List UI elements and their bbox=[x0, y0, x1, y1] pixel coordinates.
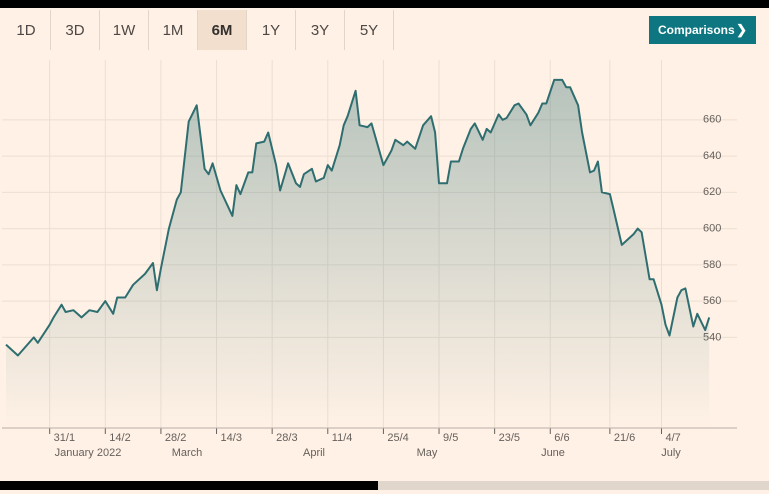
x-tick-label: 25/4 bbox=[387, 432, 408, 444]
range-tabs: 1D 3D 1W 1M 6M 1Y 3Y 5Y bbox=[2, 10, 394, 50]
month-label: June bbox=[541, 447, 565, 459]
x-tick-label: 28/2 bbox=[165, 432, 186, 444]
chevron: ❯ bbox=[736, 22, 747, 37]
x-tick-label: 6/6 bbox=[554, 432, 569, 444]
y-tick-label: 640 bbox=[703, 150, 721, 162]
area bbox=[6, 79, 710, 429]
month-label: April bbox=[303, 447, 325, 459]
month-label: January 2022 bbox=[55, 447, 122, 459]
y-tick-label: 560 bbox=[703, 295, 721, 307]
x-tick-label: 9/5 bbox=[443, 432, 458, 444]
y-tick-label: 660 bbox=[703, 114, 721, 126]
month-label: July bbox=[661, 447, 681, 459]
range-tab[interactable]: 1Y bbox=[247, 10, 296, 50]
range-tab[interactable]: 1W bbox=[100, 10, 149, 50]
range-tab[interactable]: 6M bbox=[198, 10, 247, 50]
scroll-track bbox=[0, 481, 769, 490]
x-tick-label: 28/3 bbox=[276, 432, 297, 444]
price-line bbox=[5, 78, 711, 357]
y-tick-label: 600 bbox=[703, 222, 721, 234]
x-tick-label: 21/6 bbox=[614, 432, 635, 444]
month-label: May bbox=[417, 447, 438, 459]
top-bar bbox=[0, 0, 769, 8]
x-tick-label: 14/2 bbox=[109, 432, 130, 444]
comparisons-button[interactable]: Comparisons ❯ bbox=[649, 16, 756, 44]
range-tab[interactable]: 3D bbox=[51, 10, 100, 50]
x-tick-label: 4/7 bbox=[666, 432, 681, 444]
x-tick-label: 31/1 bbox=[54, 432, 75, 444]
button-label: Comparisons bbox=[658, 23, 735, 37]
month-label: March bbox=[172, 447, 203, 459]
x-tick-label: 14/3 bbox=[221, 432, 242, 444]
x-tick-label: 23/5 bbox=[499, 432, 520, 444]
range-tab[interactable]: 5Y bbox=[345, 10, 394, 50]
x-tick-label: 11/4 bbox=[332, 432, 353, 444]
scroll-thumb[interactable] bbox=[0, 481, 378, 490]
range-tab[interactable]: 1D bbox=[2, 10, 51, 50]
y-tick-label: 620 bbox=[703, 186, 721, 198]
range-tab[interactable]: 1M bbox=[149, 10, 198, 50]
range-tab[interactable]: 3Y bbox=[296, 10, 345, 50]
y-tick-label: 580 bbox=[703, 259, 721, 271]
